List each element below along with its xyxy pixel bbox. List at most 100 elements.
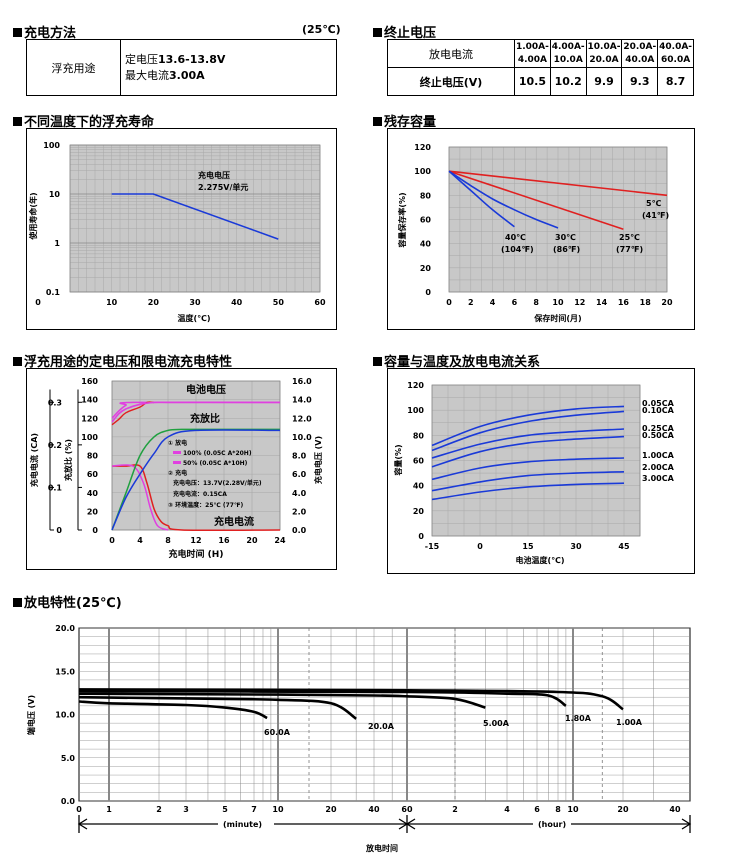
y-tick-label: 100	[43, 141, 60, 150]
label-40c: 40℃	[505, 233, 526, 242]
hour-tick-label: 8	[555, 805, 561, 814]
x-tick-label: 8	[165, 536, 171, 545]
current-tick-label: 0.1	[48, 483, 63, 492]
minute-tick-label: 3	[183, 805, 189, 814]
y-tick-label: 100	[414, 167, 431, 176]
y-tick-label: 40	[420, 240, 432, 249]
float-use-label: 浮充用途	[27, 40, 121, 95]
legend-swatch-100	[173, 451, 181, 454]
charge-current-label: 充电电流	[214, 515, 254, 528]
charge-ratio-label: 充放比	[190, 412, 220, 425]
capacity-series-line	[431, 428, 625, 459]
cutoff-voltage-value: 10.2	[549, 67, 587, 96]
capacity-series-label: 0.05CA	[642, 399, 675, 408]
voltage-axis-label: 充电电压 (V)	[313, 436, 323, 484]
float-charge-legend: ① 放电 100% (0.05C A*20H) 50% (0.05C A*10H…	[168, 439, 262, 509]
y-tick-label: 10.0	[55, 711, 75, 720]
x-tick-label: 0	[477, 542, 483, 551]
y-tick-label: 15.0	[55, 667, 75, 676]
y-tick-label: 60	[413, 457, 425, 466]
ratio-tick-label: 60	[87, 470, 99, 479]
float-charge-chart: 充电电流 (CA) 充放比 (%) 充电电压 (V) 充电时间 (H) 电池电压…	[29, 377, 323, 560]
x-tick-label: 15	[522, 542, 534, 551]
discharge-current-label: 放电电流	[387, 39, 515, 68]
cutoff-voltage-value: 10.5	[514, 67, 551, 96]
x-tick-label: 30	[189, 298, 201, 307]
discharge-curve-label: 1.00A	[616, 718, 643, 727]
legend-charge: ② 充电	[168, 469, 187, 477]
plot-frame	[431, 384, 641, 537]
voltage-tick-label: 12.0	[292, 414, 312, 423]
x-tick-label: 24	[274, 536, 286, 545]
float-charge-title: 浮充用途的定电压和限电流充电特性	[13, 351, 232, 370]
y-tick-label: 60	[420, 216, 432, 225]
legend-discharge: ① 放电	[168, 439, 187, 447]
retention-series-line	[448, 170, 559, 229]
capacity-series-line	[431, 405, 625, 447]
label-25c: 25℃	[619, 233, 640, 242]
y-tick-label: 5.0	[61, 754, 76, 763]
x-tick-label: 45	[618, 542, 630, 551]
battery-voltage-label: 电池电压	[186, 383, 226, 396]
hour-unit: (hour)	[538, 820, 566, 829]
label-77f: (77℉)	[616, 245, 643, 254]
discharge-chart: 端电压 (V) 放电时间 20.0 15.0 10.0 5.0 0.00 1 2 3 5 7 10 2…	[26, 624, 692, 853]
capacity-series-line	[431, 410, 625, 452]
minute-tick-label: 5	[222, 805, 228, 814]
current-range-cell: 20.0A- 40.0A	[621, 39, 659, 68]
plot-frame	[448, 146, 668, 293]
x-tick-label: 12	[574, 298, 585, 307]
capacity-series-label: 0.25CA	[642, 424, 675, 433]
y-tick-label: 0.0	[61, 797, 76, 806]
discharge-curve	[78, 700, 268, 720]
minute-label-bg	[218, 818, 274, 830]
current-tick-label: 0.2	[48, 441, 62, 450]
minute-tick-label: 2	[156, 805, 162, 814]
charging-method-table: 浮充用途 定电压13.6-13.8V 最大电流3.00A	[26, 39, 337, 96]
y-tick-label: 20.0	[55, 624, 75, 633]
minute-tick-label: 10	[272, 805, 284, 814]
x-tick-label: 14	[596, 298, 608, 307]
capacity-series-label: 0.50CA	[642, 431, 675, 440]
current-range-cell: 1.00A- 4.00A	[514, 39, 551, 68]
discharge-curve	[78, 692, 486, 709]
x-tick-label: 30	[570, 542, 582, 551]
x-tick-label: 40	[231, 298, 243, 307]
capacity-series-label: 0.10CA	[642, 406, 675, 415]
discharge-curve-label: 20.0A	[368, 722, 395, 731]
x-tick-label: 18	[640, 298, 652, 307]
x-tick-label: 0	[446, 298, 452, 307]
ratio-tick-label: 140	[81, 396, 98, 405]
current-range-cell: 4.00A- 10.0A	[549, 39, 587, 68]
current-range-cell: 40.0A- 60.0A	[657, 39, 694, 68]
y-tick-label: 80	[413, 431, 425, 440]
x-tick-label: 20	[661, 298, 673, 307]
x-tick-label: 0	[35, 298, 41, 307]
x-tick-label: 10	[552, 298, 564, 307]
x-tick-label: 20	[148, 298, 160, 307]
discharge-curve	[78, 689, 567, 707]
y-tick-label: 80	[420, 191, 432, 200]
voltage-tick-label: 16.0	[292, 377, 312, 386]
current-tick-label: 0.3	[48, 398, 62, 407]
hour-tick-label: 10	[567, 805, 579, 814]
voltage-tick-label: 2.0	[292, 507, 307, 516]
legend-charge-voltage: 充电电压：13.7V(2.28V/单元)	[173, 479, 262, 487]
retention-series-line	[448, 170, 668, 197]
battery-voltage-line	[111, 401, 280, 423]
cutoff-voltage-value: 8.7	[657, 67, 694, 96]
discharge-curve	[78, 695, 357, 720]
capacity-series-line	[431, 471, 625, 492]
float-life-xlabel: 温度(℃)	[178, 313, 211, 323]
y-tick-label: 100	[407, 406, 424, 415]
cutoff-voltage-label: 终止电压(V)	[387, 67, 515, 96]
minute-tick-label: 7	[251, 805, 257, 814]
minute-tick-label: 40	[368, 805, 380, 814]
label-5c: 5℃	[646, 199, 662, 208]
minute-tick-label: 0	[76, 805, 82, 814]
hour-tick-label: 40	[669, 805, 681, 814]
arrow-head	[77, 818, 88, 830]
capacity-series-line	[431, 457, 625, 481]
discharge-ylabel: 端电压 (V)	[26, 695, 36, 735]
